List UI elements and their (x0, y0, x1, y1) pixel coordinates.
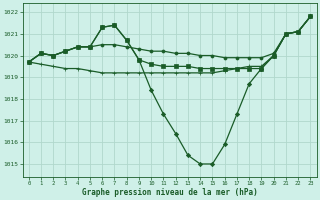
X-axis label: Graphe pression niveau de la mer (hPa): Graphe pression niveau de la mer (hPa) (82, 188, 258, 197)
